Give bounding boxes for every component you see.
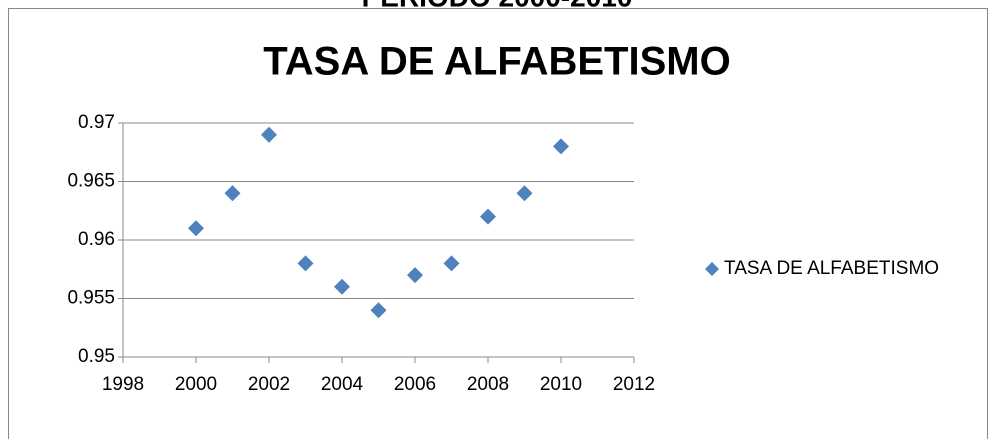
x-tick-label: 2006 [394,374,436,395]
point [407,267,423,284]
x-tick-label: 2008 [467,374,509,395]
point [261,126,277,143]
y-tick-label: 0.97 [78,112,115,133]
x-tick-label: 2002 [248,374,290,395]
x-tick-label: 2012 [613,374,655,395]
chart-border [8,8,988,439]
x-tick-label: 2010 [540,374,582,395]
legend-marker [705,262,719,276]
y-tick-label: 0.965 [67,171,115,192]
point [334,278,350,295]
x-tick-label: 2004 [321,374,364,395]
point [443,255,460,272]
point [516,185,533,202]
y-tick-label: 0.95 [78,346,115,367]
chart-title: TASA DE ALFABETISMO [263,40,730,84]
x-tick-label: 1998 [102,374,144,395]
x-tick-label: 2000 [175,374,217,395]
point [224,185,241,202]
point [553,138,569,155]
point [370,302,387,319]
point [297,255,314,272]
point [188,220,204,237]
point [480,208,496,225]
y-tick-label: 0.96 [78,229,115,250]
header: PERIODO 2000-2010 [362,0,633,12]
legend-label: TASA DE ALFABETISMO [724,258,939,279]
y-tick-label: 0.955 [67,288,115,309]
